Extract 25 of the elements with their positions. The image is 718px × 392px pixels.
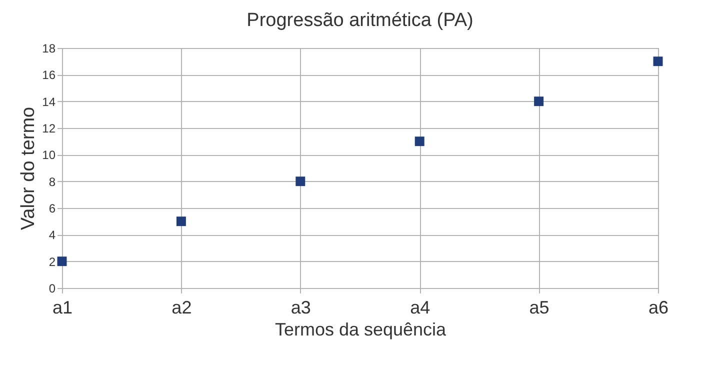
point [57,256,67,266]
y-tick-label: 0 [48,282,56,296]
y-tick-label: 10 [42,148,56,162]
point [653,56,663,66]
x-tick-label: a2 [172,298,192,318]
x-tick-label: a1 [52,298,73,318]
x-tick-label: a5 [529,298,550,318]
x-axis-title: Termos da sequência [274,320,448,340]
y-tick-label: 2 [48,254,56,269]
y-tick-label: 18 [42,42,56,56]
y-tick-label: 16 [42,68,56,82]
y-tick-label: 12 [42,122,56,136]
y-tick-label: 14 [42,94,56,109]
y-tick-label: 6 [48,202,56,216]
point [534,96,544,106]
x-tick-label: a6 [648,298,669,318]
y-axis-title: Valor do termo [18,106,40,230]
y-tick-label: 8 [48,174,56,189]
y-tick-label: 4 [48,228,56,242]
point [414,136,424,146]
x-tick-label: a4 [410,298,430,318]
point [296,176,306,186]
point [176,216,186,226]
x-tick-label: a3 [290,298,311,318]
chart-title: Progressão aritmética (PA) [246,10,474,31]
